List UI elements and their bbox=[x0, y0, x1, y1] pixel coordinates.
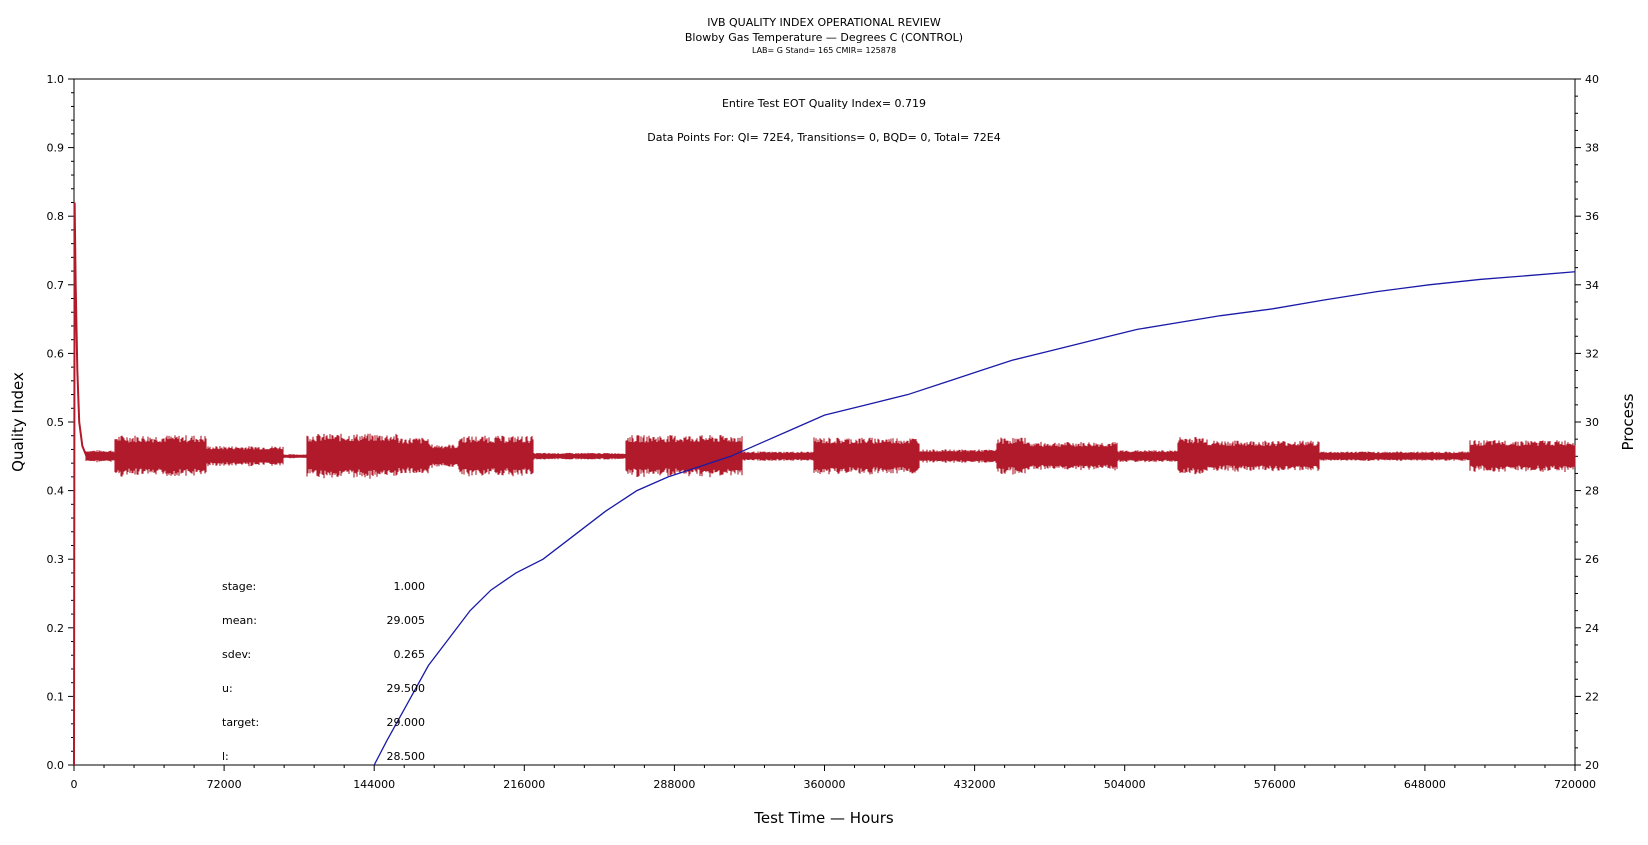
axis-ticks: 0 72000 144000 216000 288000 360000 432000 5040… bbox=[47, 73, 1600, 791]
stat-label: target: bbox=[222, 716, 259, 729]
stat-label: sdev: bbox=[222, 648, 251, 661]
y-right-tick-label: 24 bbox=[1585, 622, 1599, 635]
process-band-segment bbox=[1025, 441, 1118, 471]
x-tick-label: 216000 bbox=[503, 778, 545, 791]
process-band-segment bbox=[204, 446, 284, 467]
process-band-segment bbox=[1177, 437, 1208, 475]
stats-block: stage: 1.000 mean: 29.005 sdev: 0.265 u: 29.500… bbox=[222, 580, 425, 763]
process-series bbox=[73, 202, 1576, 766]
stat-label: mean: bbox=[222, 614, 257, 627]
y-left-tick-label: 0.9 bbox=[47, 142, 65, 155]
y-left-tick-label: 0.3 bbox=[47, 553, 65, 566]
stat-label: l: bbox=[222, 750, 229, 763]
y-right-tick-label: 26 bbox=[1585, 553, 1599, 566]
y-right-tick-label: 30 bbox=[1585, 416, 1599, 429]
process-band-segment bbox=[114, 435, 207, 477]
x-tick-label: 504000 bbox=[1104, 778, 1146, 791]
quality-index-line bbox=[373, 271, 1576, 766]
y-left-tick-label: 0.5 bbox=[47, 416, 65, 429]
y-right-tick-label: 22 bbox=[1585, 690, 1599, 703]
x-tick-label: 360000 bbox=[804, 778, 846, 791]
x-tick-label: 0 bbox=[71, 778, 78, 791]
stat-value: 1.000 bbox=[394, 580, 426, 593]
process-band-segment bbox=[1317, 451, 1472, 461]
process-band-segment bbox=[917, 449, 999, 463]
process-band-segment bbox=[625, 435, 743, 478]
process-band-segment bbox=[813, 437, 920, 475]
y-left-tick-label: 0.6 bbox=[47, 347, 65, 360]
x-axis-label: Test Time — Hours bbox=[753, 809, 894, 827]
y-left-tick-label: 0.1 bbox=[47, 690, 65, 703]
stat-value: 0.265 bbox=[394, 648, 426, 661]
annotation-eot-quality-index: Entire Test EOT Quality Index= 0.719 bbox=[722, 97, 926, 110]
y-left-tick-label: 0.4 bbox=[47, 485, 65, 498]
y-left-tick-label: 0.2 bbox=[47, 622, 65, 635]
process-band-segment bbox=[427, 444, 461, 468]
process-band-segment bbox=[85, 450, 117, 463]
y-right-tick-label: 34 bbox=[1585, 279, 1599, 292]
x-tick-label: 144000 bbox=[353, 778, 395, 791]
process-band-segment bbox=[531, 452, 628, 460]
process-band-segment bbox=[996, 437, 1028, 475]
stat-label: u: bbox=[222, 682, 233, 695]
stat-value: 29.005 bbox=[387, 614, 426, 627]
x-tick-label: 648000 bbox=[1404, 778, 1446, 791]
process-band-segment bbox=[458, 435, 534, 477]
y-right-tick-label: 38 bbox=[1585, 142, 1599, 155]
process-band-segment bbox=[1469, 440, 1576, 472]
y-right-tick-label: 20 bbox=[1585, 759, 1599, 772]
y-left-tick-label: 0.8 bbox=[47, 210, 65, 223]
x-tick-label: 576000 bbox=[1254, 778, 1296, 791]
annotation-data-points: Data Points For: QI= 72E4, Transitions= … bbox=[647, 131, 1000, 144]
x-tick-label: 432000 bbox=[954, 778, 996, 791]
y-axis-label-left: Quality Index bbox=[9, 372, 27, 472]
chart-title: IVB QUALITY INDEX OPERATIONAL REVIEW bbox=[707, 16, 941, 29]
y-left-tick-label: 1.0 bbox=[47, 73, 65, 86]
process-startup-spike bbox=[73, 202, 88, 766]
y-left-tick-label: 0.7 bbox=[47, 279, 65, 292]
x-tick-label: 288000 bbox=[653, 778, 695, 791]
stat-value: 29.500 bbox=[387, 682, 426, 695]
chart-subtitle-lab: LAB= G Stand= 165 CMIR= 125878 bbox=[752, 46, 896, 55]
process-band-segment bbox=[740, 451, 816, 461]
quality-index-series bbox=[373, 271, 1576, 766]
process-band-segment bbox=[1115, 450, 1180, 463]
x-tick-label: 720000 bbox=[1554, 778, 1596, 791]
process-band-segment bbox=[396, 437, 430, 474]
y-axis-label-right: Process bbox=[1619, 393, 1637, 450]
stat-value: 28.500 bbox=[387, 750, 426, 763]
stat-label: stage: bbox=[222, 580, 256, 593]
process-band-segment bbox=[306, 433, 399, 479]
stat-value: 29.000 bbox=[387, 716, 426, 729]
y-right-tick-label: 32 bbox=[1585, 347, 1599, 360]
x-tick-label: 72000 bbox=[207, 778, 242, 791]
y-right-tick-label: 28 bbox=[1585, 485, 1599, 498]
process-band-segment bbox=[1205, 440, 1320, 472]
plot-frame bbox=[73, 78, 1576, 766]
y-right-tick-label: 36 bbox=[1585, 210, 1599, 223]
process-band-segment bbox=[281, 454, 309, 459]
y-right-tick-label: 40 bbox=[1585, 73, 1599, 86]
y-left-tick-label: 0.0 bbox=[47, 759, 65, 772]
chart-subtitle: Blowby Gas Temperature — Degrees C (CONT… bbox=[685, 31, 963, 44]
